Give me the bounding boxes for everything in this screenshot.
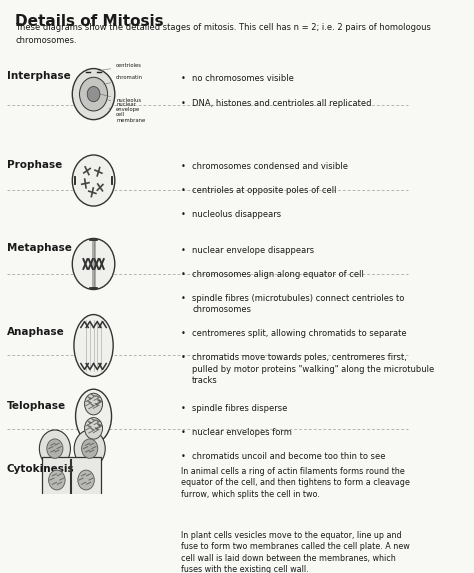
Text: chromosomes align along equator of cell: chromosomes align along equator of cell xyxy=(192,270,364,279)
Text: Metaphase: Metaphase xyxy=(7,244,72,253)
Text: centrioles: centrioles xyxy=(98,63,142,70)
Text: These diagrams show the detailed stages of mitosis. This cell has n = 2; i.e. 2 : These diagrams show the detailed stages … xyxy=(15,23,431,45)
Text: Prophase: Prophase xyxy=(7,160,62,170)
Text: Details of Mitosis: Details of Mitosis xyxy=(15,14,164,29)
Text: Anaphase: Anaphase xyxy=(7,327,64,337)
Text: DNA, histones and centrioles all replicated: DNA, histones and centrioles all replica… xyxy=(192,99,372,108)
Circle shape xyxy=(73,155,115,206)
Ellipse shape xyxy=(74,315,113,376)
Ellipse shape xyxy=(75,389,111,443)
Circle shape xyxy=(84,393,102,415)
Text: Telophase: Telophase xyxy=(7,402,66,411)
Text: nuclear envelopes form: nuclear envelopes form xyxy=(192,428,292,437)
Text: spindle fibres (microtubules) connect centrioles to
chromosomes: spindle fibres (microtubules) connect ce… xyxy=(192,294,404,315)
Circle shape xyxy=(82,439,98,458)
Text: In animal cells a ring of actin filaments forms round the
equator of the cell, a: In animal cells a ring of actin filament… xyxy=(181,467,410,499)
Circle shape xyxy=(73,238,115,289)
Text: chromatin: chromatin xyxy=(104,75,143,84)
Circle shape xyxy=(74,430,105,467)
Text: •: • xyxy=(181,99,185,108)
Text: cell
membrane: cell membrane xyxy=(109,108,146,123)
Text: •: • xyxy=(181,404,185,413)
Text: nuclear envelope disappears: nuclear envelope disappears xyxy=(192,246,314,255)
Text: •: • xyxy=(181,270,185,279)
Circle shape xyxy=(84,418,102,439)
Text: Cytokinesis: Cytokinesis xyxy=(7,464,74,474)
Text: spindle fibres disperse: spindle fibres disperse xyxy=(192,404,287,413)
Text: •: • xyxy=(181,186,185,195)
Text: •: • xyxy=(181,162,185,171)
Text: •: • xyxy=(181,329,185,338)
Text: Interphase: Interphase xyxy=(7,70,71,81)
Text: centromeres split, allowing chromatids to separate: centromeres split, allowing chromatids t… xyxy=(192,329,407,338)
Circle shape xyxy=(39,430,71,467)
Circle shape xyxy=(47,439,63,458)
Text: •: • xyxy=(181,452,185,461)
Circle shape xyxy=(87,87,100,102)
Circle shape xyxy=(80,77,108,111)
Text: •: • xyxy=(181,210,185,219)
Text: In plant cells vesicles move to the equator, line up and
fuse to form two membra: In plant cells vesicles move to the equa… xyxy=(181,531,410,573)
Text: nucleolus: nucleolus xyxy=(100,94,141,103)
Text: centrioles at opposite poles of cell: centrioles at opposite poles of cell xyxy=(192,186,337,195)
Circle shape xyxy=(49,470,65,490)
Bar xyxy=(42,457,100,503)
Circle shape xyxy=(78,470,94,490)
Text: •: • xyxy=(181,354,185,362)
Text: chromatids move towards poles, centromeres first,
pulled by motor proteins "walk: chromatids move towards poles, centromer… xyxy=(192,354,434,385)
Text: nucleolus disappears: nucleolus disappears xyxy=(192,210,281,219)
Text: •: • xyxy=(181,74,185,84)
Text: no chromosomes visible: no chromosomes visible xyxy=(192,74,294,84)
Text: nuclear
envelope: nuclear envelope xyxy=(107,100,140,112)
Text: •: • xyxy=(181,428,185,437)
Circle shape xyxy=(73,69,115,120)
Text: •: • xyxy=(181,294,185,303)
Text: chromatids uncoil and become too thin to see: chromatids uncoil and become too thin to… xyxy=(192,452,385,461)
Text: chromosomes condensed and visible: chromosomes condensed and visible xyxy=(192,162,348,171)
Text: •: • xyxy=(181,246,185,255)
